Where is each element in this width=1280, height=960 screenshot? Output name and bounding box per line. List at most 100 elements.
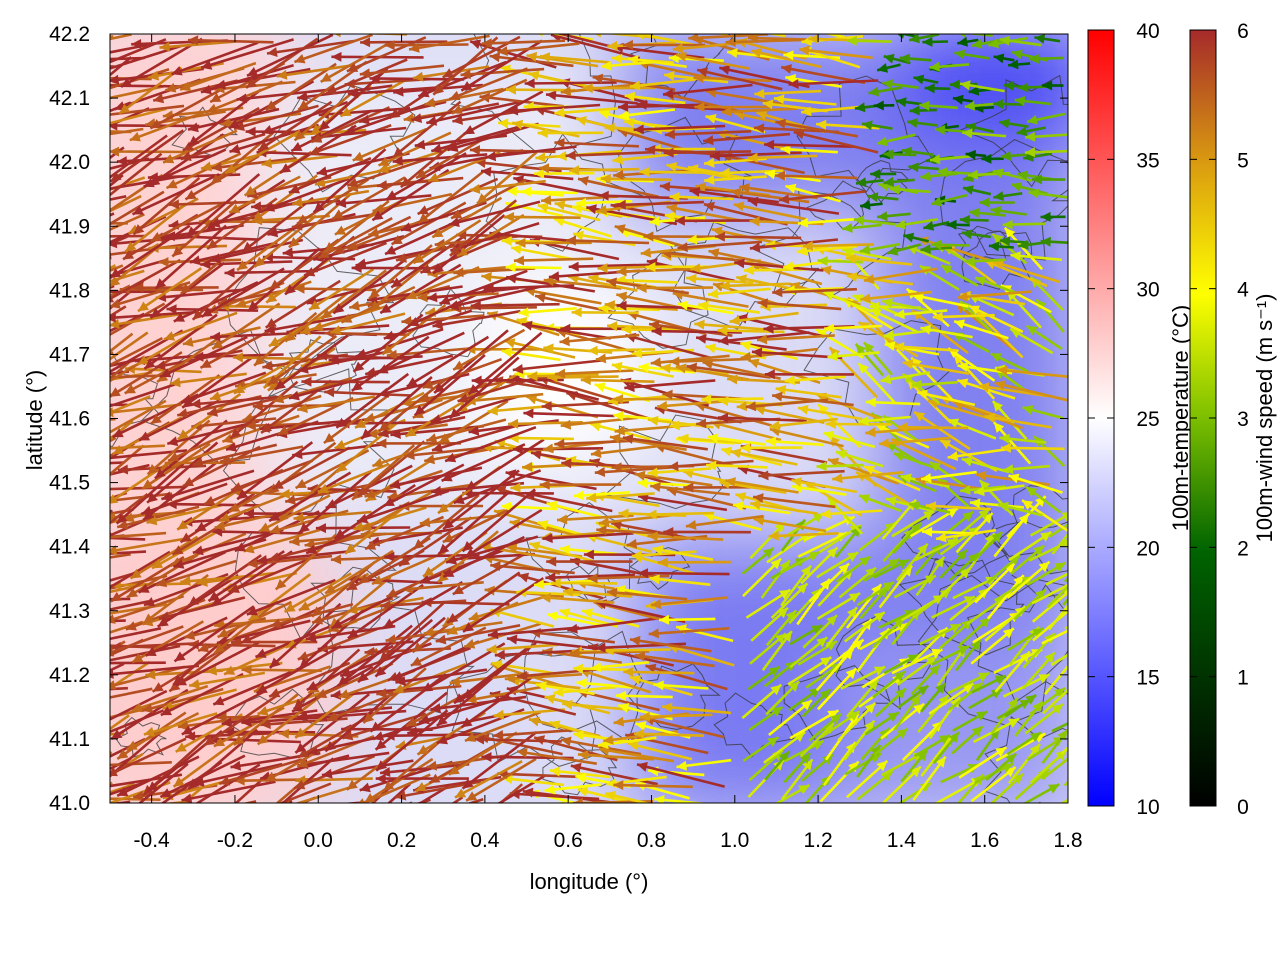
- wind-arrow: [413, 354, 486, 417]
- wind-arrow: [293, 510, 372, 523]
- wind-arrow: [757, 298, 842, 311]
- wind-arrow: [141, 687, 224, 713]
- wind-arrow: [835, 449, 884, 468]
- wind-arrow: [224, 267, 318, 278]
- wind-arrow: [447, 285, 541, 311]
- wind-arrow: [823, 34, 845, 39]
- wind-arrow: [690, 259, 761, 274]
- wind-arrow: [854, 343, 885, 377]
- wind-arrow: [545, 572, 635, 583]
- wind-arrow: [845, 253, 913, 266]
- wind-arrow: [236, 88, 331, 104]
- wind-arrow: [419, 514, 501, 528]
- wind-arrow: [961, 456, 1010, 474]
- wind-arrow: [110, 537, 185, 556]
- wind-arrow: [780, 564, 813, 607]
- wind-arrow: [780, 144, 838, 155]
- wind-arrow: [774, 170, 857, 181]
- wind-arrow: [387, 484, 470, 501]
- x-tick-label: 1.6: [970, 829, 999, 852]
- wind-arrow: [426, 286, 519, 303]
- wind-arrow: [1016, 126, 1046, 137]
- wind-arrow: [110, 358, 134, 381]
- wind-arrow: [791, 477, 858, 494]
- wind-arrow: [264, 739, 338, 783]
- wind-arrow: [873, 727, 909, 756]
- wind-arrow: [523, 408, 615, 419]
- wind-arrow: [213, 600, 279, 655]
- wind-arrow: [663, 527, 751, 537]
- wind-arrow: [466, 685, 545, 704]
- wind-arrow: [730, 448, 798, 466]
- wind-arrow: [1014, 96, 1051, 106]
- wind-arrow: [376, 176, 464, 190]
- wind-arrow: [1000, 442, 1065, 453]
- wind-arrow: [487, 626, 580, 640]
- wind-arrow: [1008, 530, 1053, 562]
- wind-arrow: [425, 418, 507, 443]
- wind-arrow: [743, 265, 807, 276]
- wind-arrow: [110, 661, 166, 665]
- wind-arrow: [568, 261, 660, 272]
- wind-arrow: [528, 70, 595, 89]
- wind-arrow: [1010, 251, 1063, 262]
- wind-arrow: [518, 307, 577, 318]
- wind-arrow: [878, 564, 914, 609]
- colorbar-tick-label: 15: [1136, 667, 1159, 690]
- wind-arrow: [714, 231, 802, 242]
- wind-arrow: [633, 729, 704, 739]
- wind-arrow: [110, 190, 165, 226]
- wind-arrow: [430, 125, 520, 154]
- wind-arrow: [431, 424, 518, 453]
- wind-arrow: [881, 298, 929, 312]
- wind-arrow: [765, 436, 824, 447]
- wind-arrow: [740, 442, 803, 453]
- wind-arrow: [770, 582, 809, 619]
- wind-arrow: [301, 376, 390, 387]
- wind-arrow: [412, 219, 482, 265]
- wind-arrow: [824, 323, 883, 334]
- wind-arrow: [554, 438, 638, 449]
- wind-arrow: [613, 780, 693, 791]
- wind-arrow: [598, 513, 675, 528]
- wind-arrow: [741, 683, 783, 720]
- wind-arrow: [707, 287, 771, 299]
- wind-arrow: [404, 446, 489, 460]
- wind-arrow: [978, 382, 1049, 398]
- y-tick-label: 41.1: [49, 728, 90, 751]
- wind-arrow: [461, 488, 536, 553]
- wind-arrow: [110, 176, 146, 191]
- wind-arrow: [801, 688, 832, 718]
- wind-arrow: [154, 224, 227, 290]
- wind-arrow: [623, 667, 695, 677]
- wind-arrow: [1051, 722, 1068, 733]
- wind-arrow: [197, 571, 274, 587]
- wind-arrow: [387, 782, 411, 803]
- wind-arrow: [1002, 464, 1051, 475]
- wind-arrow: [882, 79, 919, 90]
- wind-arrow: [615, 690, 673, 701]
- wind-arrow: [162, 688, 237, 711]
- wind-arrow: [129, 535, 199, 580]
- wind-arrow: [883, 53, 911, 65]
- wind-arrow: [465, 757, 537, 802]
- wind-arrow: [408, 34, 490, 53]
- wind-arrow: [110, 134, 168, 179]
- wind-arrow: [984, 605, 1027, 642]
- wind-arrow: [646, 509, 715, 520]
- wind-arrow: [355, 328, 444, 359]
- wind-arrow: [974, 276, 1017, 295]
- wind-arrow: [894, 309, 948, 320]
- wind-arrow: [448, 356, 520, 420]
- contour-line: [959, 74, 1068, 188]
- wind-arrow: [437, 491, 510, 556]
- wind-arrow: [860, 290, 933, 304]
- wind-arrow: [853, 215, 896, 226]
- x-axis-label: longitude (°): [530, 869, 649, 894]
- wind-arrow: [407, 714, 500, 737]
- wind-arrow: [505, 262, 562, 273]
- wind-arrow: [937, 167, 977, 178]
- wind-arrow: [233, 354, 302, 395]
- wind-arrow: [173, 281, 259, 323]
- wind-arrow: [110, 550, 147, 555]
